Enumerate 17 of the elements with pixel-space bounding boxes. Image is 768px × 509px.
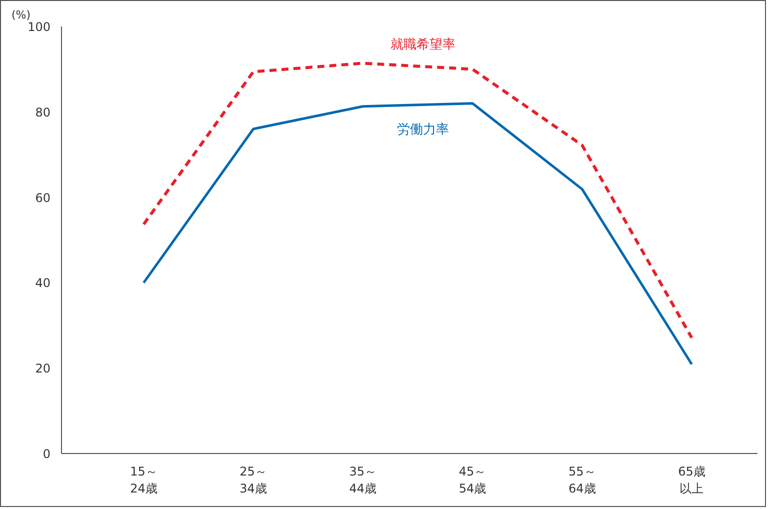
y-tick-label: 80 bbox=[35, 105, 51, 120]
x-tick-label: 35～44歳 bbox=[349, 464, 377, 496]
y-axis-title: (%) bbox=[12, 8, 31, 22]
series-label: 労働力率 bbox=[397, 122, 450, 138]
x-tick-label: 65歳以上 bbox=[678, 464, 706, 496]
line-series bbox=[142, 102, 693, 366]
y-tick-label: 40 bbox=[35, 276, 51, 290]
x-tick-label: 45～54歳 bbox=[458, 464, 486, 496]
x-tick-label: 15～24歳 bbox=[130, 464, 158, 496]
x-tick-label: 55～64歳 bbox=[568, 464, 596, 496]
y-tick-label: 60 bbox=[35, 190, 51, 205]
line-series bbox=[142, 62, 694, 340]
y-tick-label: 100 bbox=[28, 20, 50, 34]
y-tick-label: 20 bbox=[35, 362, 51, 376]
series-label: 就職希望率 bbox=[390, 36, 456, 53]
x-tick-label: 25～34歳 bbox=[240, 464, 267, 496]
y-tick-label: 0 bbox=[42, 447, 51, 461]
